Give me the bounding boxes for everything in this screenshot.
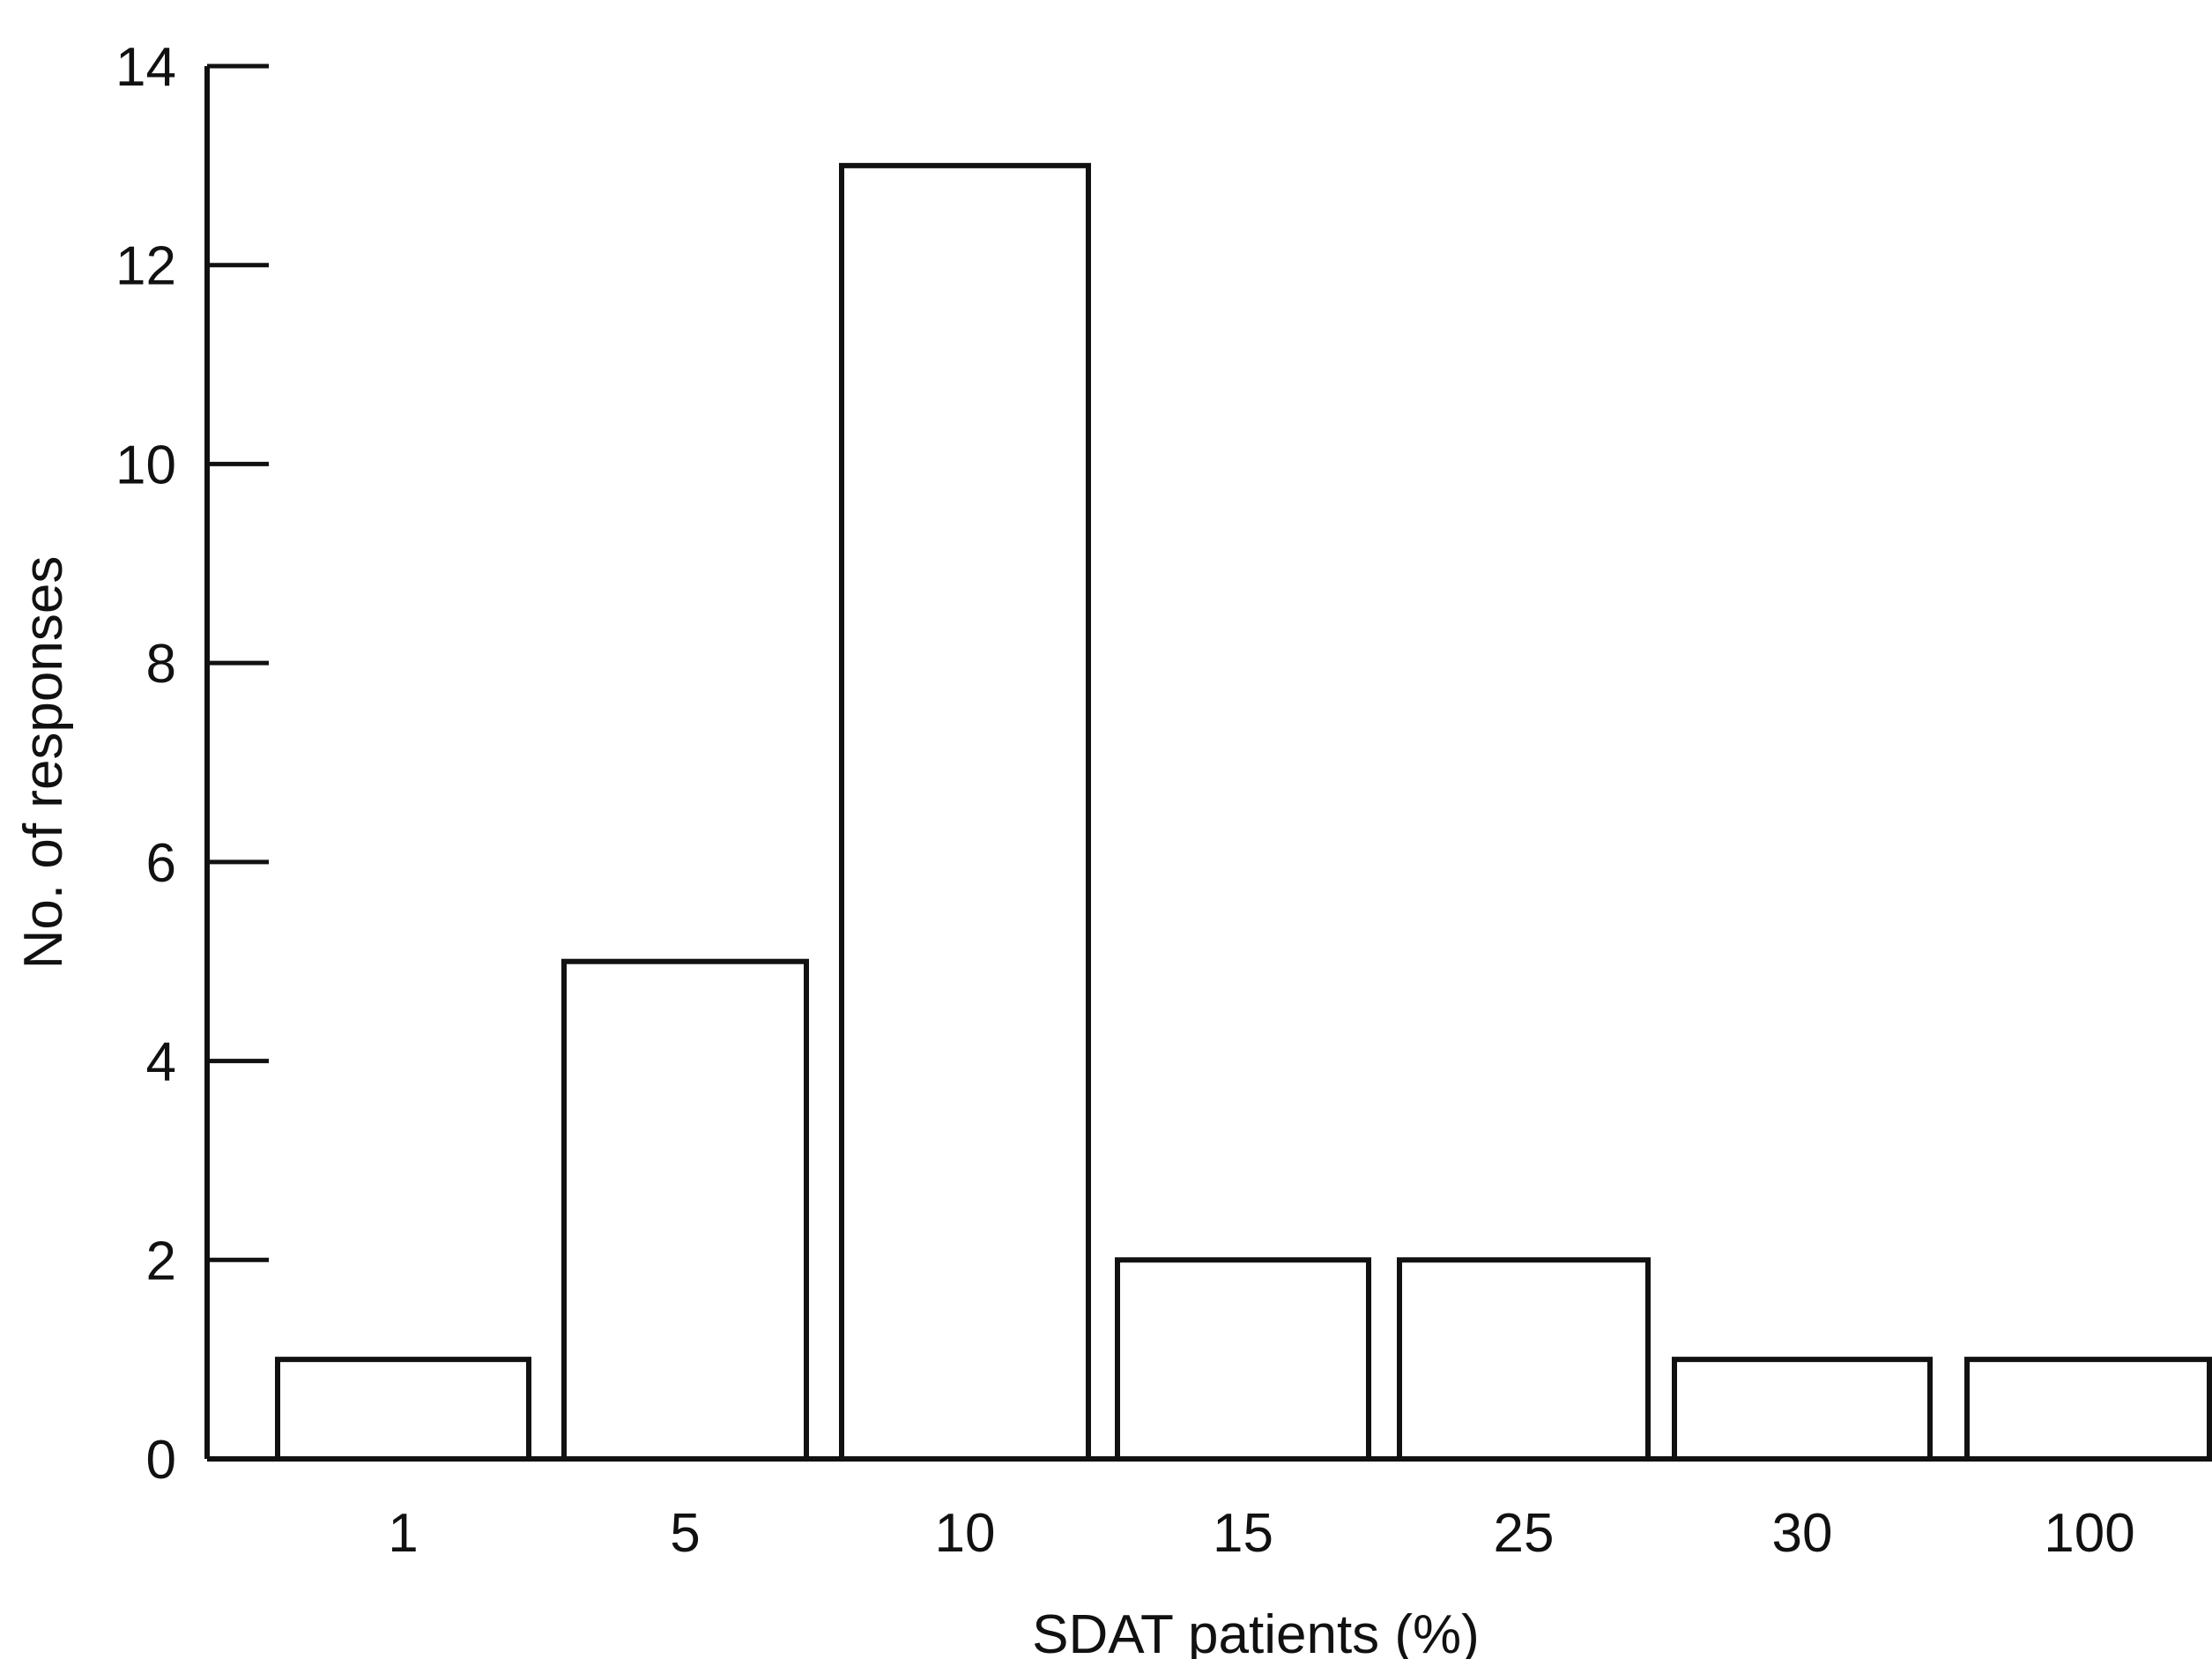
y-tick-label: 12 bbox=[115, 236, 176, 297]
bar-10 bbox=[839, 162, 1091, 1462]
y-tick-label: 8 bbox=[146, 634, 176, 695]
y-tick-label: 4 bbox=[146, 1032, 176, 1093]
x-tick-label: 5 bbox=[670, 1503, 700, 1564]
x-tick-label: 100 bbox=[2044, 1503, 2134, 1564]
y-tick-label: 14 bbox=[115, 37, 176, 98]
x-tick-label: 1 bbox=[388, 1503, 418, 1564]
bar-5 bbox=[561, 958, 809, 1462]
y-axis-title: No. of responses bbox=[13, 556, 74, 970]
x-tick-label: 30 bbox=[1772, 1503, 1833, 1564]
bar-30 bbox=[1672, 1357, 1933, 1462]
bar-15 bbox=[1115, 1257, 1371, 1462]
bar-1 bbox=[275, 1357, 531, 1462]
x-tick-label: 25 bbox=[1494, 1503, 1555, 1564]
x-tick-label: 10 bbox=[935, 1503, 996, 1564]
x-axis-tick-labels: 1 5 10 15 25 30 100 bbox=[388, 1503, 2134, 1564]
bar-25 bbox=[1397, 1257, 1651, 1462]
y-tick-label: 2 bbox=[146, 1231, 176, 1291]
y-tick-label: 6 bbox=[146, 833, 176, 894]
y-tick-label: 0 bbox=[146, 1430, 176, 1491]
bar-series bbox=[275, 162, 2212, 1462]
y-axis-ticks: 0 2 4 6 8 10 12 14 bbox=[115, 37, 269, 1491]
x-axis-title: SDAT patients (%) bbox=[1032, 1604, 1480, 1659]
bar-100 bbox=[1964, 1357, 2212, 1462]
y-tick-label: 10 bbox=[115, 435, 176, 495]
x-tick-label: 15 bbox=[1213, 1503, 1273, 1564]
